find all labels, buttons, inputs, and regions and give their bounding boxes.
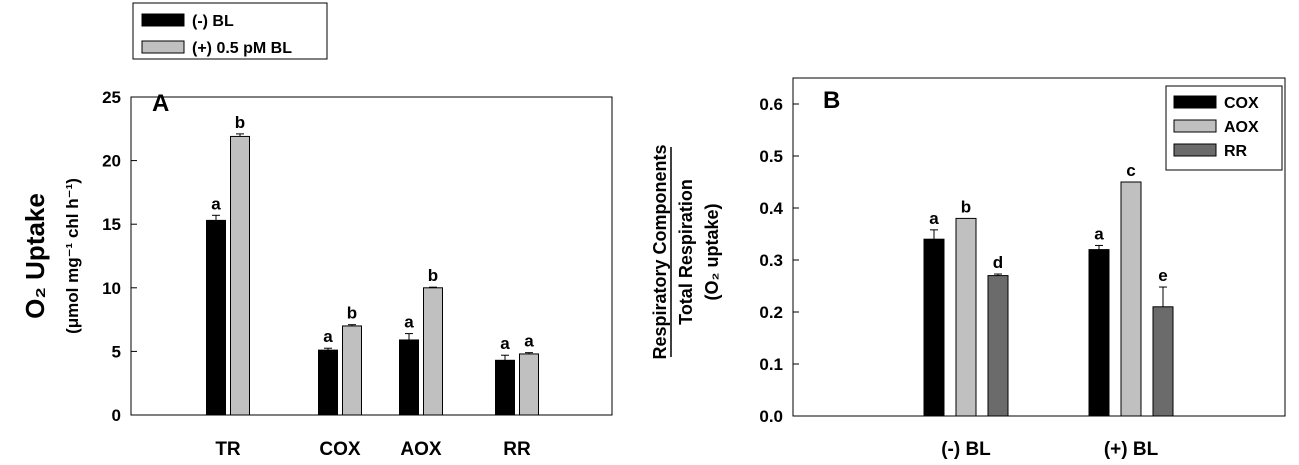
y-tick-label: 0.6: [759, 95, 783, 114]
y-tick-label: 10: [102, 279, 121, 298]
y-tick-label: 0.2: [759, 303, 783, 322]
significance-label: e: [1158, 266, 1167, 285]
legend-label: (+) 0.5 pM BL: [192, 40, 292, 57]
bar: [495, 359, 515, 416]
plot-frame-b: [792, 77, 1286, 417]
y-axis-units: (μmol mg⁻¹ chl h⁻¹): [63, 178, 82, 334]
bar: [519, 353, 539, 416]
legend-b: COX AOX RR: [1165, 85, 1283, 171]
bar: [206, 219, 226, 416]
y-tick-label: 25: [102, 88, 121, 107]
legend-label: (-) BL: [192, 13, 234, 30]
y-tick-label: 0.5: [759, 147, 783, 166]
bar: [923, 238, 945, 417]
y-tick-label: 20: [102, 152, 121, 171]
bar: [399, 339, 419, 416]
x-tick-label: (+) BL: [1104, 439, 1159, 460]
legend-swatch: [1173, 143, 1217, 157]
panel-label-b: B: [823, 87, 840, 114]
significance-label: a: [1094, 224, 1104, 243]
significance-label: c: [1126, 161, 1135, 180]
bar: [955, 217, 977, 417]
legend-swatch: [141, 40, 185, 54]
x-tick-label: RR: [503, 439, 531, 460]
significance-label: b: [428, 266, 438, 285]
x-tick-label: COX: [319, 439, 361, 460]
y-tick-label: 0: [112, 406, 121, 425]
y-tick-label: 5: [112, 342, 121, 361]
legend-label: RR: [1224, 143, 1248, 160]
y-axis-label-line: Total Respiration: [676, 179, 696, 325]
y-axis-label: O₂ Uptake: [20, 193, 50, 319]
y-axis-label-line: Respiratory Components: [650, 144, 670, 359]
significance-label: b: [235, 113, 245, 132]
bar: [1152, 306, 1174, 417]
bar: [230, 135, 250, 416]
x-tick-label: TR: [215, 439, 241, 460]
bar: [1120, 181, 1142, 417]
panel-label-a: A: [152, 90, 169, 117]
legend-label: AOX: [1224, 119, 1259, 136]
bar: [987, 275, 1009, 417]
significance-label: a: [211, 194, 221, 213]
legend-swatch: [1173, 119, 1217, 133]
y-tick-label: 0.4: [759, 199, 783, 218]
legend-label: COX: [1224, 95, 1259, 112]
y-axis-label-line: (O₂ uptake): [702, 203, 722, 300]
significance-label: d: [993, 253, 1003, 272]
bar: [342, 325, 362, 416]
significance-label: b: [961, 197, 971, 216]
plot-frame-a: [130, 96, 613, 416]
bar: [1088, 249, 1110, 417]
bar: [318, 349, 338, 416]
legend-swatch: [1173, 95, 1217, 109]
y-tick-label: 0.0: [759, 407, 783, 426]
x-tick-label: (-) BL: [941, 439, 991, 460]
legend-swatch: [141, 13, 185, 27]
x-tick-label: AOX: [400, 439, 442, 460]
significance-label: a: [929, 209, 939, 228]
bar: [423, 287, 443, 416]
significance-label: a: [323, 327, 333, 346]
significance-label: a: [404, 313, 414, 332]
significance-label: a: [524, 332, 534, 351]
y-tick-label: 0.3: [759, 251, 783, 270]
panel-b: 0.0 0.1 0.2 0.3 0.4 0.5 0.6 Ba a b c d e (-) BL (+) BL…: [650, 77, 1286, 460]
significance-label: b: [347, 304, 357, 323]
significance-label: a: [500, 334, 510, 353]
y-tick-label: 15: [102, 215, 121, 234]
y-tick-label: 0.1: [759, 355, 783, 374]
legend-a: (-) BL (+) 0.5 pM BL: [132, 2, 328, 60]
